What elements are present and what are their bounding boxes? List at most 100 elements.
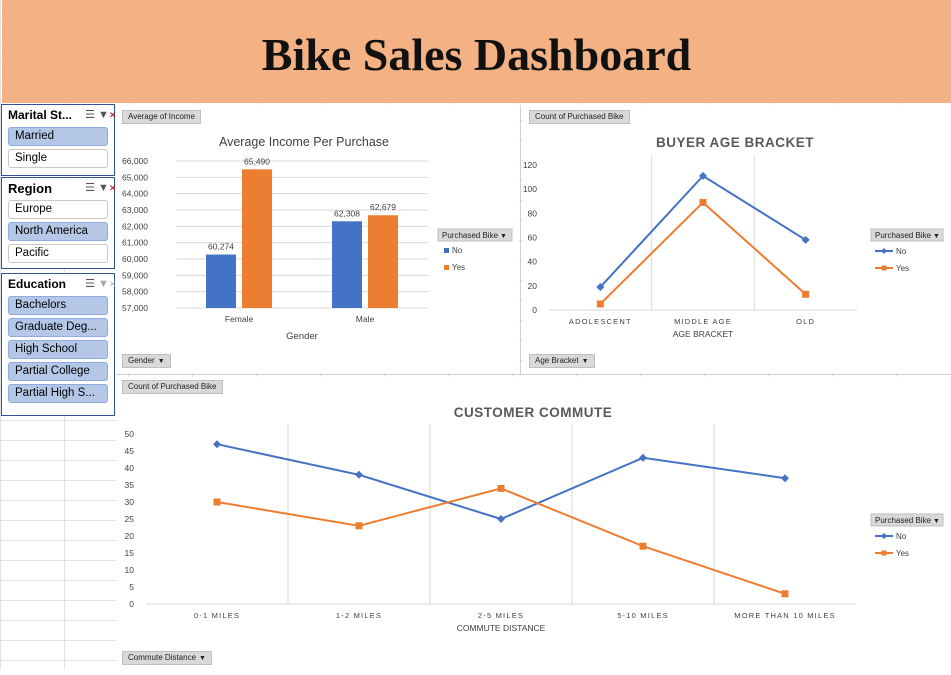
income-chart-panel[interactable]: Average Income Per Purchase 57,000 58,000 5… — [116, 105, 519, 373]
bar-yes — [242, 169, 272, 308]
commute-distance-filter-button[interactable]: Commute Distance ▼ — [122, 651, 212, 665]
region-slicer[interactable]: Region ☰ ▼✕ Europe North America Pacific — [1, 177, 117, 269]
legend-entry: No — [896, 532, 907, 541]
data-point-yes — [596, 300, 604, 308]
legend-entry: Yes — [896, 549, 909, 558]
y-tick-label: 64,000 — [122, 189, 148, 199]
age-bracket-filter-button[interactable]: Age Bracket ▼ — [529, 354, 595, 368]
y-tick-label: 20 — [125, 531, 135, 541]
y-tick-label: 25 — [125, 514, 135, 524]
slicer-item-bachelors[interactable]: Bachelors — [8, 296, 108, 315]
y-tick-label: 5 — [129, 582, 134, 592]
legend-marker — [881, 550, 887, 556]
dropdown-arrow-icon: ▼ — [933, 518, 940, 525]
bar-no — [332, 221, 362, 308]
slicer-item-europe[interactable]: Europe — [8, 200, 108, 219]
series-line-no — [599, 174, 807, 288]
y-tick-label: 66,000 — [122, 156, 148, 166]
x-tick-label: 0-1 MILES — [194, 611, 240, 620]
bar-yes — [368, 215, 398, 308]
y-tick-label: 35 — [125, 480, 135, 490]
clear-filter-icon[interactable]: ▼✕ — [98, 109, 117, 121]
slicer-item-high-school[interactable]: High School — [8, 340, 108, 359]
data-label: 62,679 — [370, 202, 396, 212]
x-tick-label: OLD — [796, 317, 815, 326]
data-label: 60,274 — [208, 242, 234, 252]
slicer-item-married[interactable]: Married — [8, 127, 108, 146]
data-point-no — [781, 474, 789, 483]
data-point-yes — [355, 522, 363, 530]
legend-swatch — [444, 265, 449, 270]
dropdown-arrow-icon: ▼ — [500, 233, 507, 240]
data-point-no — [639, 453, 647, 462]
y-tick-label: 58,000 — [122, 287, 148, 297]
title-banner: Bike Sales Dashboard — [2, 0, 951, 103]
data-point-yes — [781, 590, 789, 598]
gender-filter-button[interactable]: Gender ▼ — [122, 354, 171, 368]
income-bar-chart: Average Income Per Purchase 57,000 58,000 5… — [122, 135, 513, 342]
y-tick-label: 62,000 — [122, 221, 148, 231]
y-tick-label: 50 — [125, 429, 135, 439]
legend-marker — [881, 533, 887, 539]
slicer-title: Education — [8, 277, 67, 291]
slicer-item-pacific[interactable]: Pacific — [8, 244, 108, 263]
legend-entry: Yes — [896, 264, 909, 273]
count-purchased-field-label-2: Count of Purchased Bike — [128, 382, 217, 391]
y-tick-label: 20 — [528, 281, 538, 291]
y-tick-label: 0 — [129, 599, 134, 609]
y-tick-label: 10 — [125, 565, 135, 575]
data-point-yes — [213, 498, 221, 506]
legend-marker — [881, 248, 887, 254]
legend-entry: No — [452, 246, 463, 255]
y-tick-label: 15 — [125, 548, 135, 558]
x-axis-label: Gender — [286, 331, 318, 342]
legend-title: Purchased Bike — [442, 231, 499, 240]
commute-chart-panel[interactable]: CUSTOMER COMMUTE 0 5 10 15 20 25 30 35 40 45 50 0-1 … — [116, 377, 951, 670]
chart-title: BUYER AGE BRACKET — [656, 135, 814, 150]
panel-divider-horizontal — [116, 374, 951, 375]
slicer-item-partial-high-school[interactable]: Partial High S... — [8, 384, 108, 403]
education-slicer[interactable]: Education ☰ ▼✕ Bachelors Graduate Deg...… — [1, 273, 117, 416]
marital-status-slicer[interactable]: Marital St... ☰ ▼✕ Married Single — [1, 104, 117, 176]
legend-swatch — [444, 248, 449, 253]
count-purchased-field-button[interactable]: Count of Purchased Bike — [529, 110, 630, 124]
data-point-no — [497, 515, 505, 523]
data-label: 62,308 — [334, 208, 360, 218]
chart-title: CUSTOMER COMMUTE — [454, 405, 613, 420]
data-point-no — [355, 470, 363, 479]
y-tick-label: 30 — [125, 497, 135, 507]
slicer-item-graduate-degree[interactable]: Graduate Deg... — [8, 318, 108, 337]
slicer-item-single[interactable]: Single — [8, 149, 108, 168]
slicer-item-partial-college[interactable]: Partial College — [8, 362, 108, 381]
avg-income-field-label: Average of Income — [128, 112, 196, 121]
commute-line-chart: CUSTOMER COMMUTE 0 5 10 15 20 25 30 35 40 45 50 0-1 … — [125, 405, 944, 633]
multi-select-icon[interactable]: ☰ — [85, 109, 95, 121]
count-purchased-field-button-2[interactable]: Count of Purchased Bike — [122, 380, 223, 394]
data-point-no — [596, 283, 605, 292]
legend-entry: Yes — [452, 263, 465, 272]
y-tick-label: 120 — [523, 160, 537, 170]
age-chart-panel[interactable]: BUYER AGE BRACKET 0 20 40 60 80 100 120 ADOLESCE… — [523, 105, 951, 373]
slicer-title: Marital St... — [8, 108, 73, 122]
avg-income-field-button[interactable]: Average of Income — [122, 110, 202, 124]
multi-select-icon[interactable]: ☰ — [85, 182, 95, 194]
age-bracket-filter-label: Age Bracket — [535, 356, 579, 365]
commute-distance-filter-label: Commute Distance — [128, 653, 197, 662]
y-tick-label: 60,000 — [122, 254, 148, 264]
multi-select-icon[interactable]: ☰ — [85, 278, 95, 290]
data-point-yes — [497, 484, 505, 492]
y-tick-label: 40 — [528, 257, 538, 267]
clear-filter-icon[interactable]: ▼✕ — [98, 182, 117, 194]
y-tick-label: 65,000 — [122, 172, 148, 182]
series-line-no — [216, 443, 786, 521]
x-tick-label: ADOLESCENT — [569, 317, 632, 326]
age-line-chart: BUYER AGE BRACKET 0 20 40 60 80 100 120 ADOLESCE… — [523, 135, 944, 339]
data-point-no — [699, 171, 707, 180]
x-axis-label: COMMUTE DISTANCE — [457, 623, 546, 633]
chart-title: Average Income Per Purchase — [219, 135, 389, 149]
slicer-item-north-america[interactable]: North America — [8, 222, 108, 241]
x-axis-label: AGE BRACKET — [673, 329, 733, 339]
clear-filter-icon[interactable]: ▼✕ — [98, 278, 117, 290]
bar-no — [206, 254, 236, 308]
x-tick-label: 1-2 MILES — [336, 611, 382, 620]
